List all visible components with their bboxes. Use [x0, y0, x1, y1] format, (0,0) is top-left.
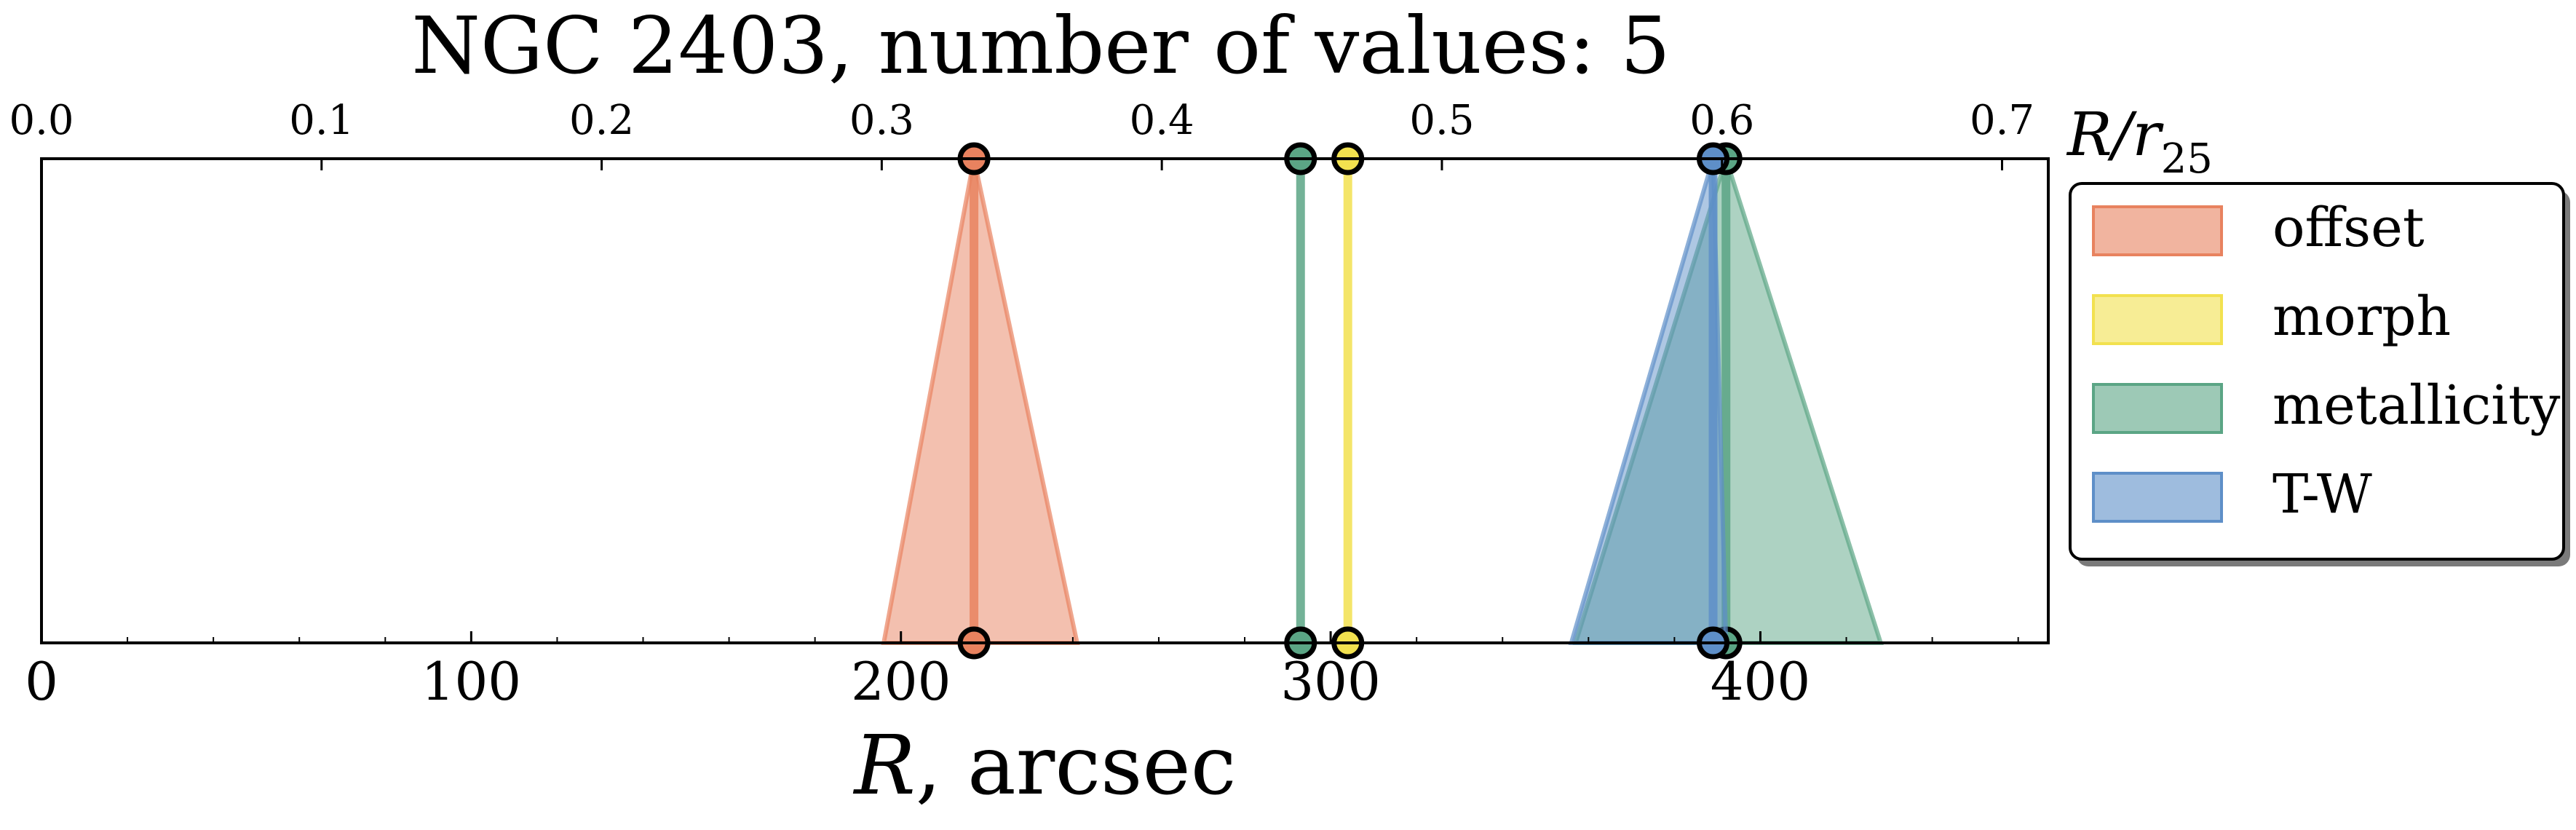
x-tick-label: 100: [421, 651, 521, 712]
legend-label: offset: [2272, 197, 2425, 259]
legend-swatch: [2092, 383, 2223, 434]
x-axis-label-rest: , arcsec: [916, 719, 1237, 813]
top-tick-label: 0.7: [1970, 97, 2034, 144]
top-axis-label-sub: 25: [2161, 135, 2213, 183]
series-T-W: [1568, 142, 1730, 660]
x-tick-label: 200: [851, 651, 951, 712]
top-tick-label: 0.1: [289, 97, 354, 144]
legend: offset morph metallicity T-W: [2069, 182, 2570, 566]
x-axis-label: R, arcsec: [852, 719, 1236, 813]
plot-marks: [881, 142, 1884, 660]
x-tick-label: 400: [1711, 651, 1810, 712]
legend-item-morph: morph: [2092, 285, 2451, 348]
plot-frame: [40, 157, 2050, 644]
series-morph: [1331, 142, 1365, 660]
series-offset: [881, 142, 1080, 660]
top-tick-label: 0.4: [1130, 97, 1194, 144]
legend-swatch: [2092, 205, 2223, 256]
top-axis-label: R/r25: [2066, 100, 2213, 183]
legend-item-offset: offset: [2092, 197, 2425, 259]
legend-swatch: [2092, 472, 2223, 523]
x-tick-label: 0: [25, 651, 58, 712]
legend-items: offset morph metallicity T-W: [2092, 197, 2561, 526]
x-tick-label: 300: [1280, 651, 1380, 712]
legend-box: [2069, 182, 2565, 561]
legend-label: morph: [2272, 285, 2451, 348]
legend-label: T-W: [2272, 463, 2372, 526]
series-metallicity: [1284, 142, 1317, 660]
top-axis-label-main: R/r: [2066, 100, 2164, 170]
legend-item-T-W: T-W: [2092, 463, 2372, 526]
top-tick-label: 0.6: [1689, 97, 1754, 144]
top-tick-label: 0.2: [569, 97, 634, 144]
axis-ticks: 0 100 200 300 400 0.0 0.1 0.2 0.3 0.4 0.5 0.6 0.7: [9, 97, 2034, 712]
legend-swatch: [2092, 294, 2223, 345]
top-tick-label: 0.3: [849, 97, 914, 144]
error-triangle: [881, 158, 1080, 645]
top-tick-label: 0.5: [1409, 97, 1474, 144]
chart-title: NGC 2403, number of values: 5: [411, 1, 1670, 92]
x-axis-label-var: R: [852, 719, 915, 813]
legend-item-metallicity: metallicity: [2092, 374, 2561, 437]
error-triangle: [1568, 158, 1729, 645]
top-tick-label: 0.0: [9, 97, 74, 144]
legend-label: metallicity: [2272, 374, 2561, 437]
